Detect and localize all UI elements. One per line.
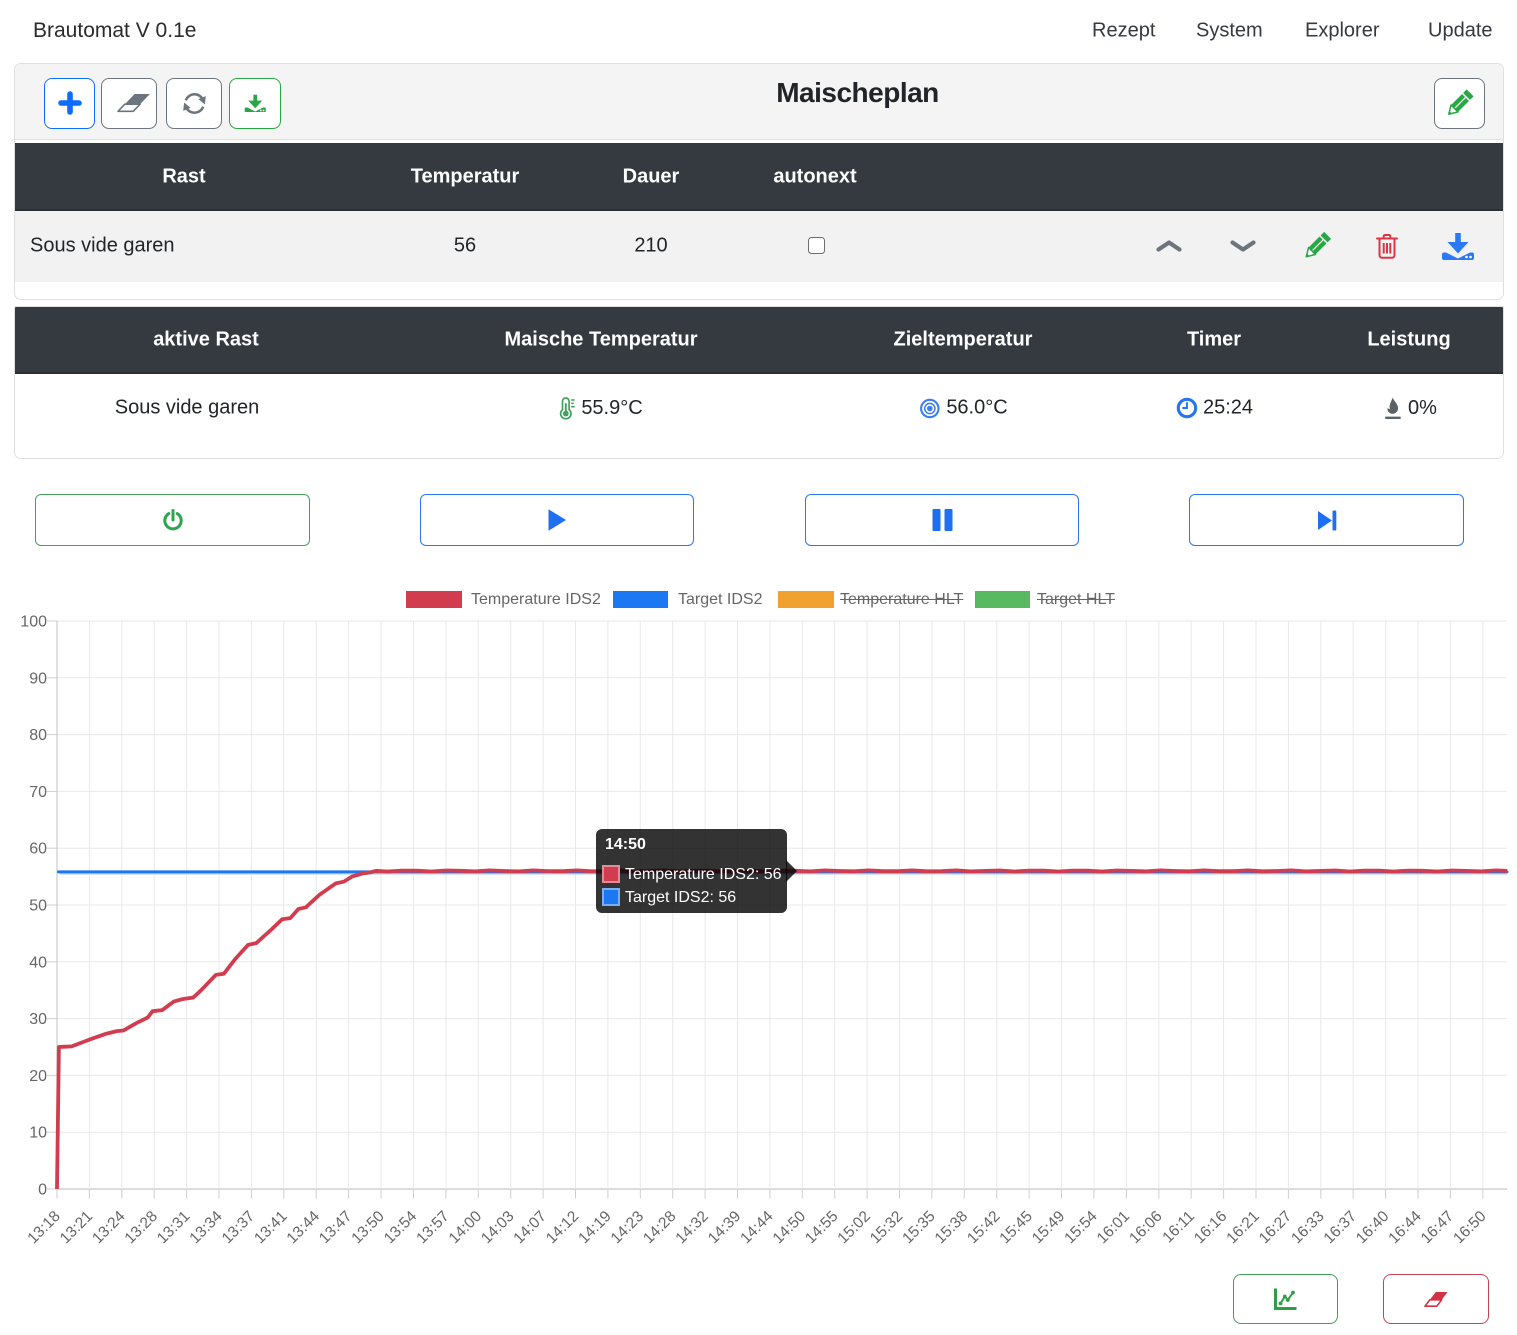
svg-text:14:07: 14:07 [510, 1208, 549, 1247]
svg-text:14:50: 14:50 [770, 1208, 810, 1248]
svg-text:13:31: 13:31 [154, 1208, 193, 1247]
svg-text:15:38: 15:38 [932, 1208, 971, 1247]
svg-text:60: 60 [29, 841, 47, 858]
svg-text:13:41: 13:41 [251, 1208, 290, 1247]
svg-text:15:35: 15:35 [899, 1208, 938, 1247]
svg-text:50: 50 [29, 898, 47, 915]
svg-text:14:00: 14:00 [446, 1208, 486, 1248]
svg-text:14:12: 14:12 [543, 1208, 582, 1247]
svg-text:10: 10 [29, 1125, 47, 1142]
svg-text:16:16: 16:16 [1191, 1208, 1230, 1247]
svg-text:16:40: 16:40 [1353, 1208, 1393, 1248]
svg-text:13:18: 13:18 [24, 1208, 63, 1247]
svg-text:16:27: 16:27 [1256, 1208, 1295, 1247]
svg-text:14:23: 14:23 [608, 1208, 647, 1247]
svg-text:14:39: 14:39 [705, 1208, 744, 1247]
svg-text:13:44: 13:44 [284, 1208, 324, 1248]
svg-text:14:44: 14:44 [737, 1208, 777, 1248]
svg-text:40: 40 [29, 954, 47, 971]
svg-text:70: 70 [29, 784, 47, 801]
svg-text:14:32: 14:32 [672, 1208, 711, 1247]
svg-text:16:01: 16:01 [1094, 1208, 1133, 1247]
svg-text:30: 30 [29, 1011, 47, 1028]
svg-text:13:34: 13:34 [186, 1208, 226, 1248]
svg-text:13:21: 13:21 [57, 1208, 96, 1247]
svg-text:15:54: 15:54 [1061, 1208, 1101, 1248]
svg-text:15:49: 15:49 [1029, 1208, 1068, 1247]
svg-text:13:57: 13:57 [413, 1208, 452, 1247]
svg-text:20: 20 [29, 1068, 47, 1085]
svg-text:90: 90 [29, 670, 47, 687]
svg-text:15:45: 15:45 [996, 1208, 1035, 1247]
svg-text:16:44: 16:44 [1385, 1208, 1425, 1248]
svg-text:16:37: 16:37 [1321, 1208, 1360, 1247]
svg-text:16:06: 16:06 [1126, 1208, 1165, 1247]
svg-text:16:47: 16:47 [1418, 1208, 1457, 1247]
svg-text:13:54: 13:54 [381, 1208, 421, 1248]
svg-text:0: 0 [38, 1182, 47, 1199]
svg-text:14:03: 14:03 [478, 1208, 517, 1247]
svg-text:16:33: 16:33 [1288, 1208, 1327, 1247]
svg-text:15:02: 15:02 [834, 1208, 873, 1247]
svg-text:13:50: 13:50 [348, 1208, 388, 1248]
svg-text:14:28: 14:28 [640, 1208, 679, 1247]
svg-text:15:32: 15:32 [867, 1208, 906, 1247]
svg-text:16:11: 16:11 [1159, 1208, 1198, 1247]
svg-text:80: 80 [29, 727, 47, 744]
svg-text:14:19: 14:19 [575, 1208, 614, 1247]
svg-text:13:28: 13:28 [122, 1208, 161, 1247]
svg-text:13:37: 13:37 [219, 1208, 258, 1247]
svg-text:15:42: 15:42 [964, 1208, 1003, 1247]
svg-text:16:50: 16:50 [1450, 1208, 1490, 1248]
svg-text:13:47: 13:47 [316, 1208, 355, 1247]
svg-text:16:21: 16:21 [1223, 1208, 1262, 1247]
svg-text:100: 100 [20, 614, 47, 631]
svg-text:14:55: 14:55 [802, 1208, 841, 1247]
svg-text:13:24: 13:24 [89, 1208, 129, 1248]
